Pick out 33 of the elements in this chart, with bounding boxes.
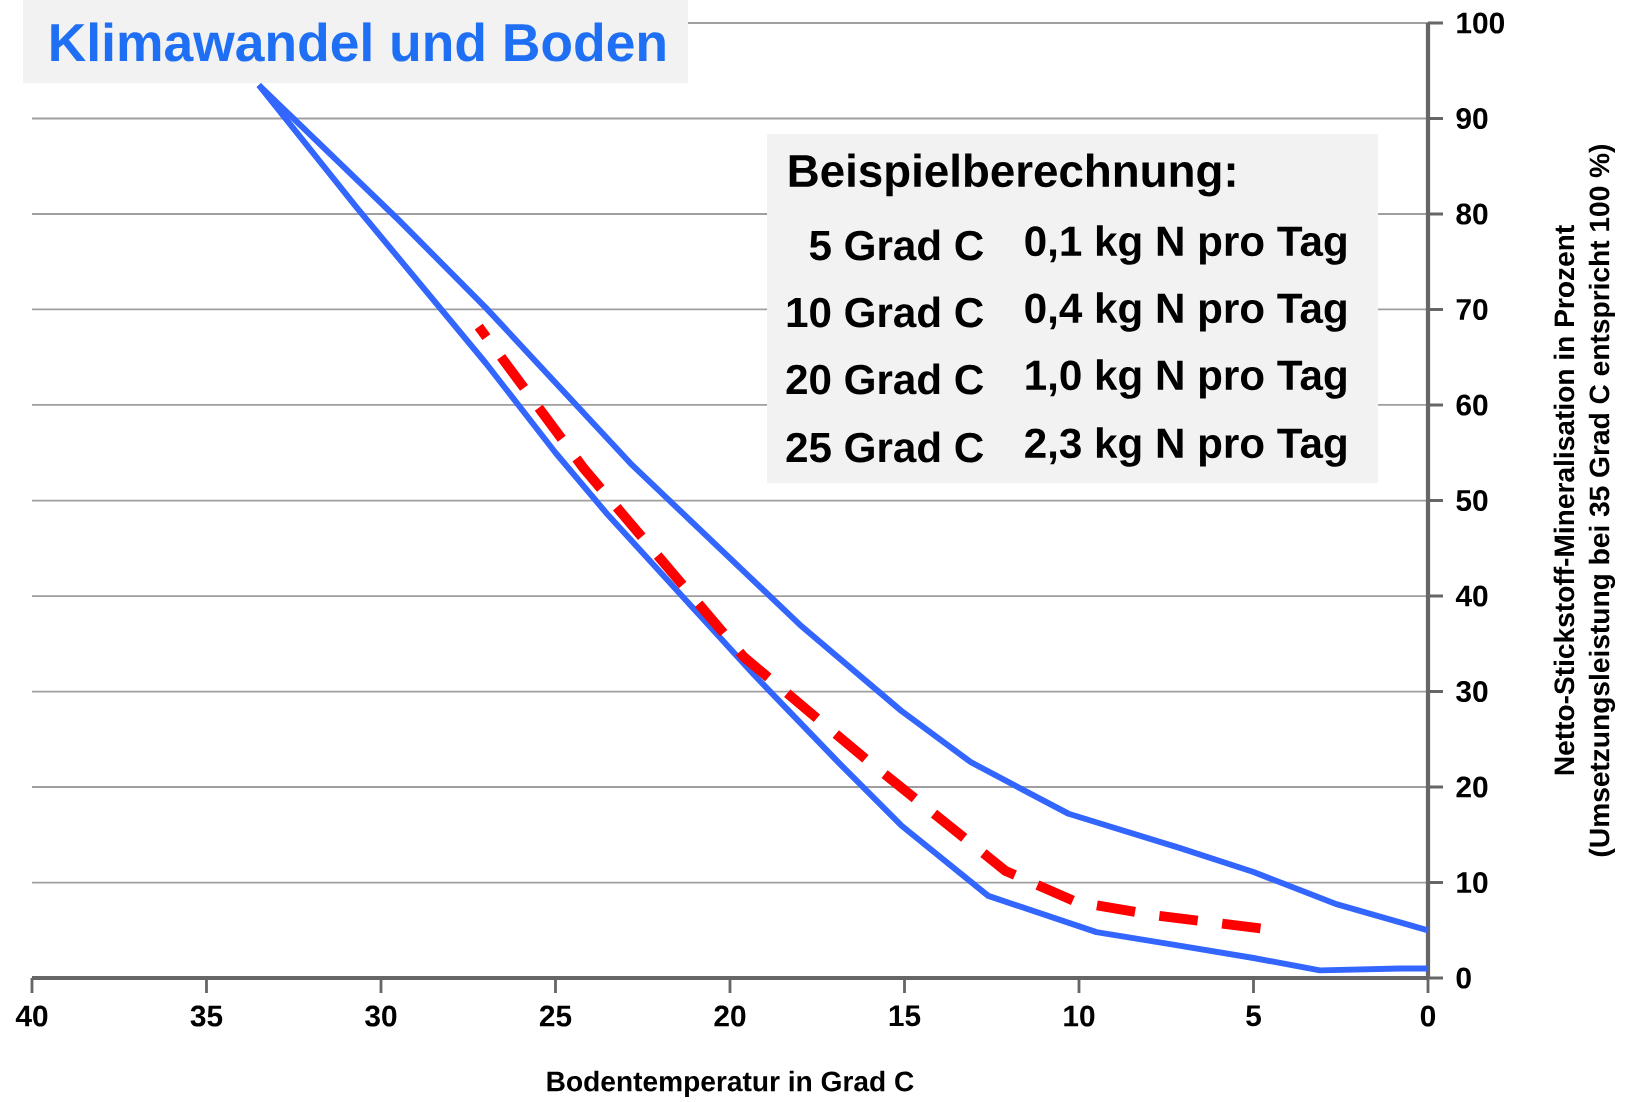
annotation: 10 Grad C	[787, 296, 984, 328]
annotation: 0,1 kg N pro Tag	[1025, 225, 1346, 265]
x-tick-label: 40	[15, 1005, 48, 1027]
x-tick-label: 15	[889, 1005, 921, 1027]
y-tick-label: 40	[1455, 585, 1488, 607]
text: (Umsetzungsleistung bei 35 Grad C entspricht 100 %)	[1588, 144, 1616, 857]
y-tick-label: 60	[1456, 394, 1488, 416]
y-tick-label: 80	[1456, 203, 1488, 225]
y-tick-label: 50	[1456, 489, 1488, 512]
annotation: 2,3 kg N pro Tag	[1025, 427, 1346, 467]
x-tick-label: 5	[1246, 1005, 1261, 1027]
y-tick-label: 70	[1456, 298, 1488, 321]
x-tick-label: 35	[190, 1005, 223, 1027]
x-tick-label: 0	[1420, 1005, 1436, 1027]
annotation: Beispielberechnung:	[789, 153, 1235, 197]
x-tick-label: 10	[1064, 1005, 1095, 1027]
annotation: 5 Grad C	[809, 229, 984, 261]
y-tick-label: 0	[1456, 967, 1471, 989]
y-tick-label: 10	[1457, 871, 1488, 894]
annotation: 0,4 kg N pro Tag	[1025, 292, 1346, 332]
annotation: 1,0 kg N pro Tag	[1026, 359, 1346, 399]
x-tick-label: 30	[365, 1005, 397, 1027]
annotation: 25 Grad C	[786, 431, 984, 463]
x-tick-label: 20	[714, 1005, 746, 1027]
y-tick-label: 90	[1456, 107, 1488, 130]
y-tick-label: 20	[1456, 776, 1488, 798]
annotation: 20 Grad C	[786, 363, 984, 395]
x-tick-label: 25	[539, 1005, 572, 1027]
x-axis-title: Bodentemperatur in Grad C	[547, 1070, 914, 1097]
y-axis-title: Netto-Stickstoff-Mineralisation in Prozent	[1553, 225, 1575, 775]
y-tick-label: 100	[1457, 12, 1505, 34]
chart-title: Klimawandel und Boden	[51, 22, 665, 62]
y-tick-label: 30	[1456, 680, 1488, 703]
